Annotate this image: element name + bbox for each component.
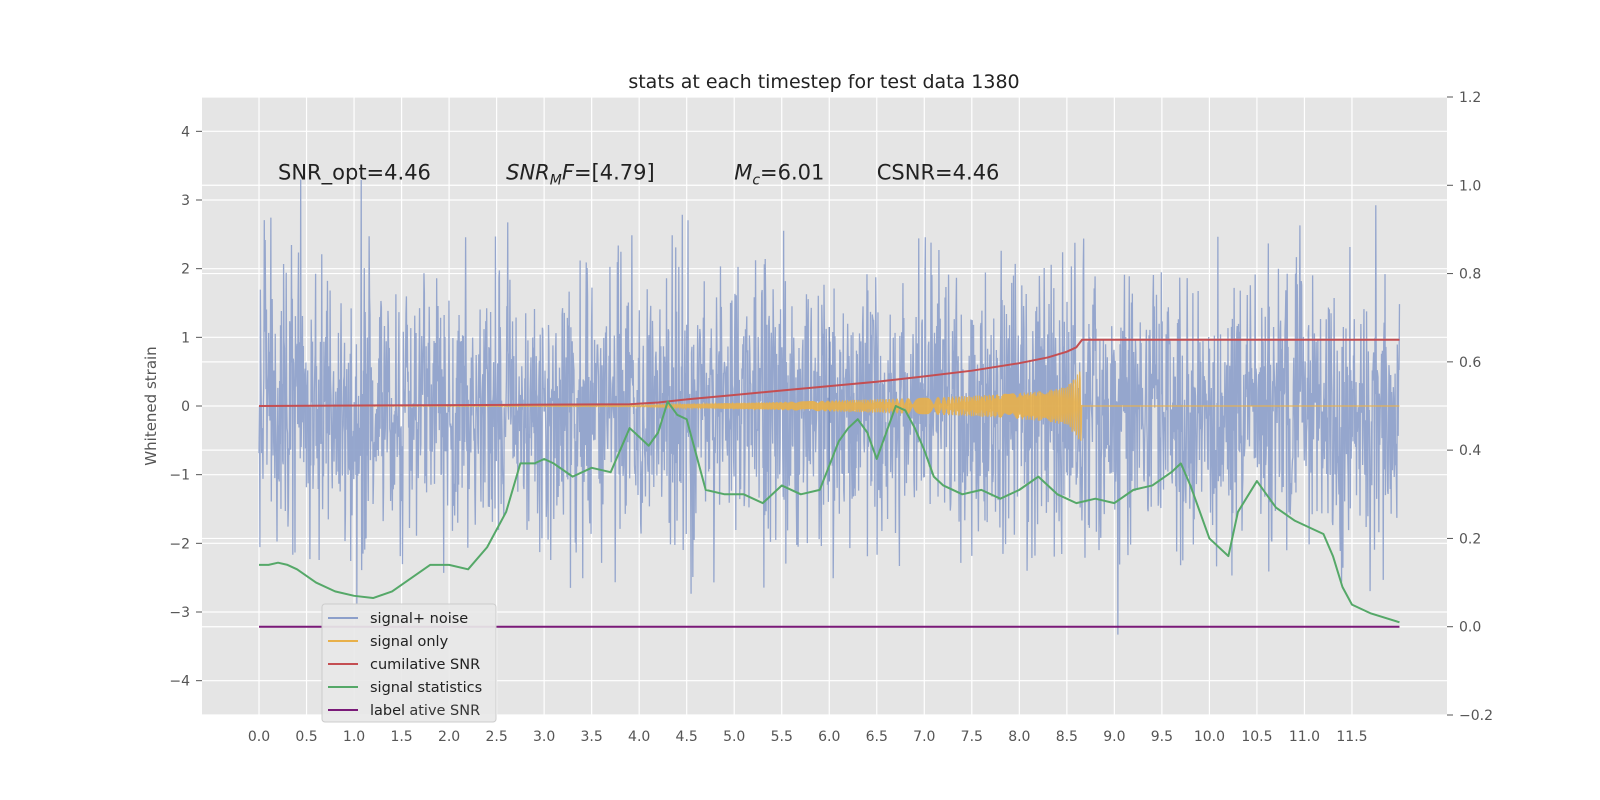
y-tick-label: −4: [169, 674, 190, 690]
y-tick-label: 4: [181, 124, 190, 140]
y2-tick-label: 1.2: [1459, 90, 1481, 106]
y-tick-label: −3: [169, 605, 190, 621]
y2-tick-label: 0.0: [1459, 620, 1481, 636]
annotations: SNR_opt=4.46 SNRMF=[4.79] Mc=6.01 CSNR=4.46: [278, 160, 999, 188]
annotation-text: Mc=6.01: [734, 160, 824, 188]
annotation-text: SNRMF=[4.79]: [506, 160, 655, 188]
x-tick-label: 1.0: [343, 729, 365, 745]
x-tick-label: 10.0: [1194, 729, 1225, 745]
y-tick-label: −2: [169, 536, 190, 552]
y-axis-label: Whitened strain: [142, 346, 160, 465]
y-tick-label: 0: [181, 399, 190, 415]
legend-label: signal only: [370, 634, 449, 650]
x-tick-label: 8.5: [1056, 729, 1078, 745]
x-tick-label: 6.5: [866, 729, 888, 745]
y2-tick-label: 0.6: [1459, 355, 1481, 371]
y2-tick-label: 0.2: [1459, 531, 1481, 547]
y2-tick-label: −0.2: [1459, 708, 1493, 724]
x-tick-label: 11.5: [1336, 729, 1367, 745]
legend-label: signal+ noise: [370, 611, 468, 627]
annotation-text: SNR_opt=4.46: [278, 160, 431, 185]
x-tick-label: 0.5: [295, 729, 317, 745]
y2-tick-label: 0.8: [1459, 267, 1481, 283]
legend-label: label: [370, 703, 405, 719]
legend: signal+ noise signal only cumilative SNR si…: [321, 603, 497, 723]
legend-label: cumilative SNR: [370, 657, 480, 673]
y-tick-label: −1: [169, 468, 190, 484]
x-tick-label: 4.0: [628, 729, 650, 745]
y2-tick-label: 1.0: [1459, 178, 1481, 194]
x-tick-label: 5.0: [723, 729, 745, 745]
x-tick-label: 11.0: [1289, 729, 1320, 745]
x-tick-label: 9.5: [1151, 729, 1173, 745]
legend-box: [321, 603, 497, 723]
legend-ghost-text: cumilative SNR: [370, 703, 480, 719]
legend-label: signal statistics: [370, 680, 482, 696]
y-tick-label: 1: [181, 330, 190, 346]
series-cumulative-snr: [259, 338, 1400, 407]
x-tick-label: 0.0: [248, 729, 270, 745]
x-tick-label: 7.5: [961, 729, 983, 745]
y2-tick-label: 0.4: [1459, 443, 1481, 459]
y-tick-label: 2: [181, 262, 190, 278]
annotation-text: CSNR=4.46: [877, 160, 1000, 184]
x-tick-label: 3.5: [581, 729, 603, 745]
x-tick-label: 6.0: [818, 729, 840, 745]
x-tick-label: 2.0: [438, 729, 460, 745]
x-tick-label: 7.0: [913, 729, 935, 745]
axes: 0.0 0.5 1.0 1.5 2.0 2.5 3.0 3.5 4.0 4.5 5.0 5.5 6.0 6…: [169, 90, 1493, 745]
x-tick-label: 3.0: [533, 729, 555, 745]
x-tick-label: 4.5: [676, 729, 698, 745]
y-tick-label: 3: [181, 193, 190, 209]
series-signal-statistics: [259, 400, 1400, 624]
chart-title: stats at each timestep for test data 138…: [628, 71, 1019, 93]
x-tick-label: 10.5: [1241, 729, 1272, 745]
x-tick-label: 8.0: [1008, 729, 1030, 745]
x-tick-label: 9.0: [1103, 729, 1125, 745]
x-tick-label: 1.5: [390, 729, 412, 745]
x-tick-label: 5.5: [771, 729, 793, 745]
x-tick-label: 2.5: [485, 729, 507, 745]
